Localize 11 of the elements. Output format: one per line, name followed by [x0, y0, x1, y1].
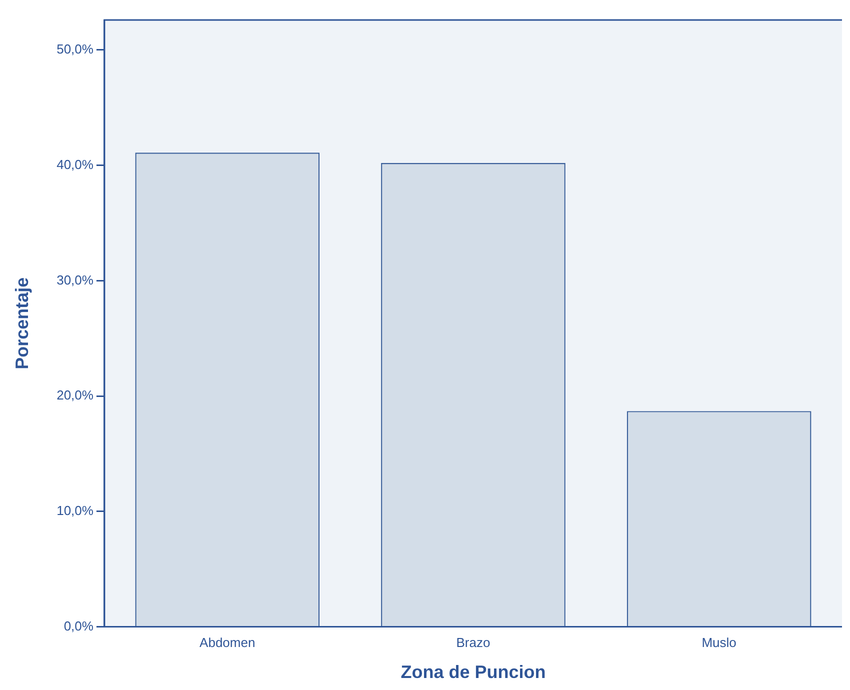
y-tick-label: 0,0%: [64, 618, 94, 634]
y-tick-label: 20,0%: [56, 388, 94, 403]
x-tick-label: Abdomen: [200, 635, 256, 650]
x-tick-label: Brazo: [456, 635, 490, 650]
x-tick-label: Muslo: [702, 635, 736, 650]
y-tick-label: 30,0%: [56, 272, 94, 288]
y-tick-label: 50,0%: [56, 42, 94, 57]
y-tick-label: 40,0%: [56, 156, 94, 172]
y-axis-title: Porcentaje: [12, 277, 32, 370]
x-axis-title: Zona de Puncion: [400, 662, 546, 682]
y-tick-label: 10,0%: [56, 503, 94, 518]
